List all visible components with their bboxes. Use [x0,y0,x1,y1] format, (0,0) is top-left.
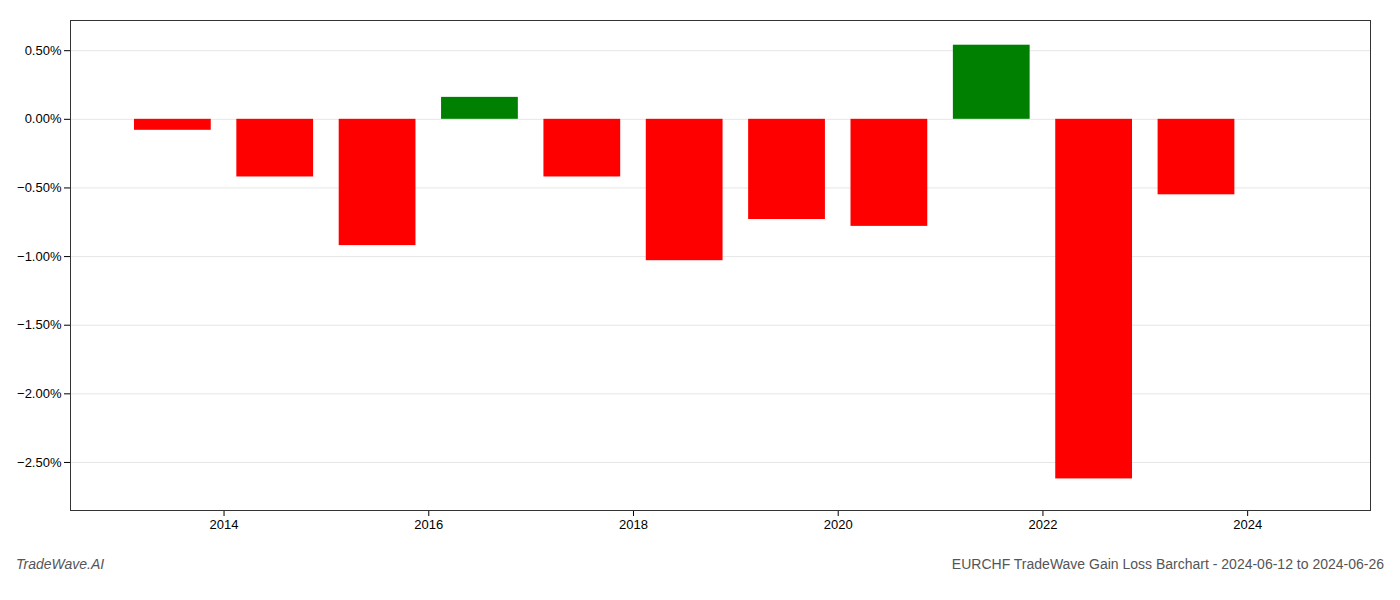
html-text:TradeWave.AI: TradeWave.AI [16,556,105,572]
svg-text:0.50%: 0.50% [25,43,62,58]
svg-text:−2.00%: −2.00% [17,386,62,401]
svg-text:2022: 2022 [1028,517,1057,532]
svg-text:2016: 2016 [414,517,443,532]
svg-text:−0.50%: −0.50% [17,180,62,195]
svg-text:−2.50%: −2.50% [17,455,62,470]
svg-text:2018: 2018 [619,517,648,532]
svg-text:2020: 2020 [824,517,853,532]
svg-text:2014: 2014 [210,517,239,532]
svg-text:0.00%: 0.00% [25,111,62,126]
svg-text:−1.00%: −1.00% [17,249,62,264]
svg-text:−1.50%: −1.50% [17,317,62,332]
html-text:EURCHF TradeWave Gain Loss Bar: EURCHF TradeWave Gain Loss Barchart - 20… [951,556,1384,572]
svg-text:2024: 2024 [1233,517,1262,532]
